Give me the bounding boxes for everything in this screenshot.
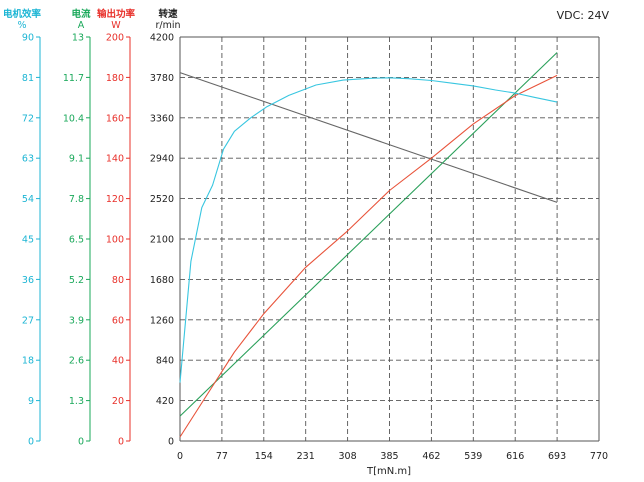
y-tick-label-power: 120 bbox=[106, 194, 124, 205]
axes: 0 77 154 231 308 385 462 539 616 693 770 0 9 18 27 36 45… bbox=[3, 8, 608, 462]
y-tick-label-speed: 2940 bbox=[150, 154, 174, 165]
voltage-note: VDC: 24V bbox=[557, 9, 610, 22]
y-axis-unit-power: W bbox=[111, 20, 121, 31]
y-tick-label-efficiency: 45 bbox=[22, 235, 34, 246]
y-axis-title-current: 电流 bbox=[71, 8, 91, 20]
x-tick-label: 0 bbox=[177, 451, 183, 462]
y-tick-label-speed: 2520 bbox=[150, 194, 174, 205]
y-axis-unit-speed: r/min bbox=[155, 20, 180, 31]
y-axis-title-power: 输出功率 bbox=[97, 8, 136, 20]
y-tick-label-efficiency: 90 bbox=[22, 33, 34, 44]
x-tick-label: 462 bbox=[422, 451, 440, 462]
y-tick-label-speed: 1680 bbox=[150, 275, 174, 286]
y-tick-label-current: 10.4 bbox=[63, 113, 84, 124]
y-axis-unit-current: A bbox=[78, 20, 85, 31]
x-tick-label: 616 bbox=[506, 451, 524, 462]
x-tick-label: 385 bbox=[380, 451, 398, 462]
y-tick-label-speed: 420 bbox=[156, 396, 174, 407]
y-tick-label-current: 7.8 bbox=[69, 194, 84, 205]
y-tick-label-speed: 840 bbox=[156, 356, 174, 367]
y-tick-label-current: 6.5 bbox=[69, 235, 84, 246]
y-tick-label-power: 60 bbox=[112, 315, 124, 326]
x-tick-label: 154 bbox=[255, 451, 273, 462]
y-tick-label-efficiency: 54 bbox=[22, 194, 34, 205]
y-axis-title-efficiency: 电机效率 bbox=[3, 8, 42, 20]
y-tick-label-efficiency: 9 bbox=[28, 396, 34, 407]
series-line-speed bbox=[179, 72, 558, 203]
y-tick-label-efficiency: 72 bbox=[22, 113, 34, 124]
grid-lines bbox=[179, 36, 600, 442]
y-tick-label-efficiency: 18 bbox=[22, 356, 34, 367]
y-tick-label-current: 3.9 bbox=[69, 315, 84, 326]
y-tick-label-efficiency: 63 bbox=[22, 154, 34, 165]
x-tick-label: 539 bbox=[464, 451, 482, 462]
y-tick-label-power: 20 bbox=[112, 396, 124, 407]
y-tick-label-efficiency: 36 bbox=[22, 275, 34, 286]
y-tick-label-power: 200 bbox=[106, 33, 124, 44]
y-tick-label-efficiency: 27 bbox=[22, 315, 34, 326]
y-tick-label-current: 11.7 bbox=[63, 73, 84, 84]
x-axis-label: T[mN.m] bbox=[366, 466, 411, 477]
y-axis-unit-efficiency: % bbox=[17, 20, 26, 31]
y-tick-label-power: 0 bbox=[118, 437, 124, 448]
x-tick-label: 693 bbox=[548, 451, 566, 462]
y-tick-label-power: 160 bbox=[106, 113, 124, 124]
y-tick-label-efficiency: 81 bbox=[22, 73, 34, 84]
y-tick-label-current: 9.1 bbox=[69, 154, 84, 165]
y-tick-label-power: 40 bbox=[112, 356, 124, 367]
y-tick-label-speed: 1260 bbox=[150, 315, 174, 326]
y-tick-label-power: 80 bbox=[112, 275, 124, 286]
y-tick-label-power: 140 bbox=[106, 154, 124, 165]
y-tick-label-speed: 3360 bbox=[150, 113, 174, 124]
x-tick-label: 77 bbox=[216, 451, 228, 462]
y-tick-label-speed: 4200 bbox=[150, 33, 174, 44]
y-tick-label-power: 180 bbox=[106, 73, 124, 84]
series-line-current bbox=[179, 52, 558, 417]
y-tick-label-efficiency: 0 bbox=[28, 437, 34, 448]
x-tick-label: 308 bbox=[339, 451, 357, 462]
y-tick-label-current: 1.3 bbox=[69, 396, 84, 407]
y-tick-label-power: 100 bbox=[106, 235, 124, 246]
y-tick-label-current: 13 bbox=[72, 33, 84, 44]
y-tick-label-speed: 2100 bbox=[150, 235, 174, 246]
x-tick-label: 231 bbox=[297, 451, 315, 462]
y-tick-label-speed: 0 bbox=[168, 437, 174, 448]
y-axis-title-speed: 转速 bbox=[158, 8, 178, 20]
y-tick-label-speed: 3780 bbox=[150, 73, 174, 84]
series-lines bbox=[179, 52, 558, 438]
y-tick-label-current: 0 bbox=[78, 437, 84, 448]
y-tick-label-current: 2.6 bbox=[69, 356, 84, 367]
series-line-efficiency bbox=[179, 77, 558, 383]
series-line-power bbox=[179, 74, 558, 438]
x-tick-label: 770 bbox=[590, 451, 608, 462]
y-tick-label-current: 5.2 bbox=[69, 275, 84, 286]
